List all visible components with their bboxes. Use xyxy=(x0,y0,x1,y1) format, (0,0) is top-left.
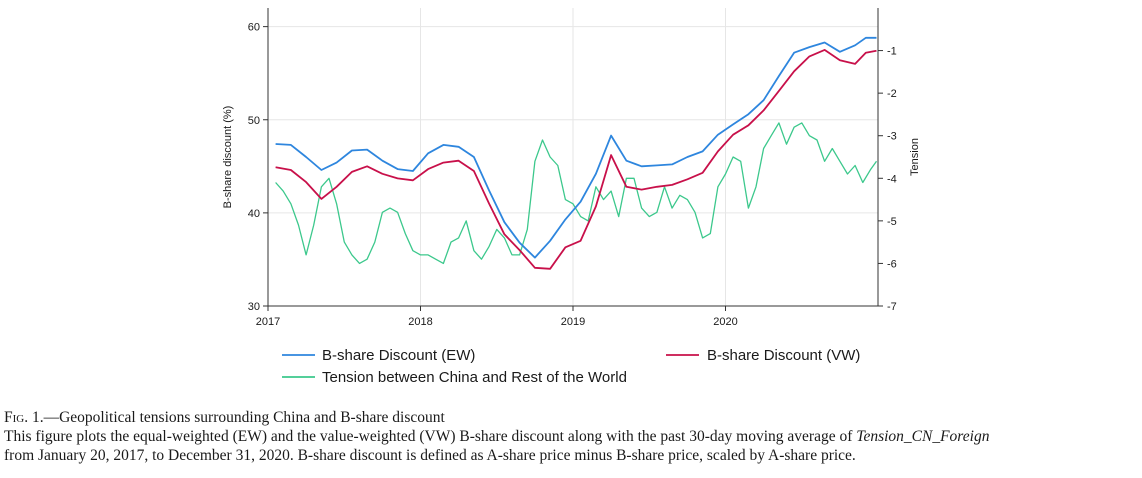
legend-label-tension: Tension between China and Rest of the Wo… xyxy=(322,369,627,386)
caption-line-1: This figure plots the equal-weighted (EW… xyxy=(4,427,1138,446)
right-tick-label: -4 xyxy=(887,173,897,185)
gridlines xyxy=(268,8,878,306)
x-tick-label: 2020 xyxy=(713,316,737,328)
legend: B-share Discount (EW) B-share Discount (… xyxy=(282,347,860,386)
x-tick-label: 2017 xyxy=(256,316,280,328)
series-line-tension xyxy=(275,122,878,265)
right-tick-label: -3 xyxy=(887,131,897,143)
right-tick-label: -5 xyxy=(887,216,897,228)
left-tick-label: 50 xyxy=(248,115,260,127)
right-tick-label: -1 xyxy=(887,46,897,58)
left-y-axis: 30 40 50 60 xyxy=(248,8,269,313)
legend-label-vw: B-share Discount (VW) xyxy=(707,347,860,364)
caption-fig-tag: Fig. 1. xyxy=(4,409,44,426)
left-tick-label: 60 xyxy=(248,22,260,34)
series-line-vw xyxy=(275,49,877,270)
right-y-axis: -1 -2 -3 -4 -5 -6 -7 xyxy=(877,8,897,313)
x-tick-label: 2019 xyxy=(561,316,585,328)
caption-title: —Geopolitical tensions surrounding China… xyxy=(43,409,445,426)
caption-variable: Tension_CN_Foreign xyxy=(856,428,990,445)
series-line-ew xyxy=(275,36,877,259)
x-axis: 2017 2018 2019 2020 xyxy=(256,305,878,328)
right-tick-label: -7 xyxy=(887,301,897,313)
y-axis-title: B-share discount (%) xyxy=(222,106,234,209)
caption-text-part1: This figure plots the equal-weighted (EW… xyxy=(4,428,857,445)
left-tick-label: 30 xyxy=(248,301,260,313)
right-tick-label: -6 xyxy=(887,258,897,270)
figure-caption: Fig. 1.—Geopolitical tensions surroundin… xyxy=(4,408,1138,465)
caption-line-2: from January 20, 2017, to December 31, 2… xyxy=(4,446,1138,465)
right-tick-label: -2 xyxy=(887,88,897,100)
caption-title-line: Fig. 1.—Geopolitical tensions surroundin… xyxy=(4,408,1138,427)
series-lines xyxy=(275,36,878,270)
legend-label-ew: B-share Discount (EW) xyxy=(322,347,475,364)
chart: 30 40 50 60 -1 -2 -3 -4 -5 -6 -7 2017 2018 2019 2020… xyxy=(222,8,921,386)
caption-text-part2: from January 20, 2017, to December 31, 2… xyxy=(4,447,856,464)
y2-axis-title: Tension xyxy=(909,138,921,176)
left-tick-label: 40 xyxy=(248,208,260,220)
x-tick-label: 2018 xyxy=(408,316,432,328)
